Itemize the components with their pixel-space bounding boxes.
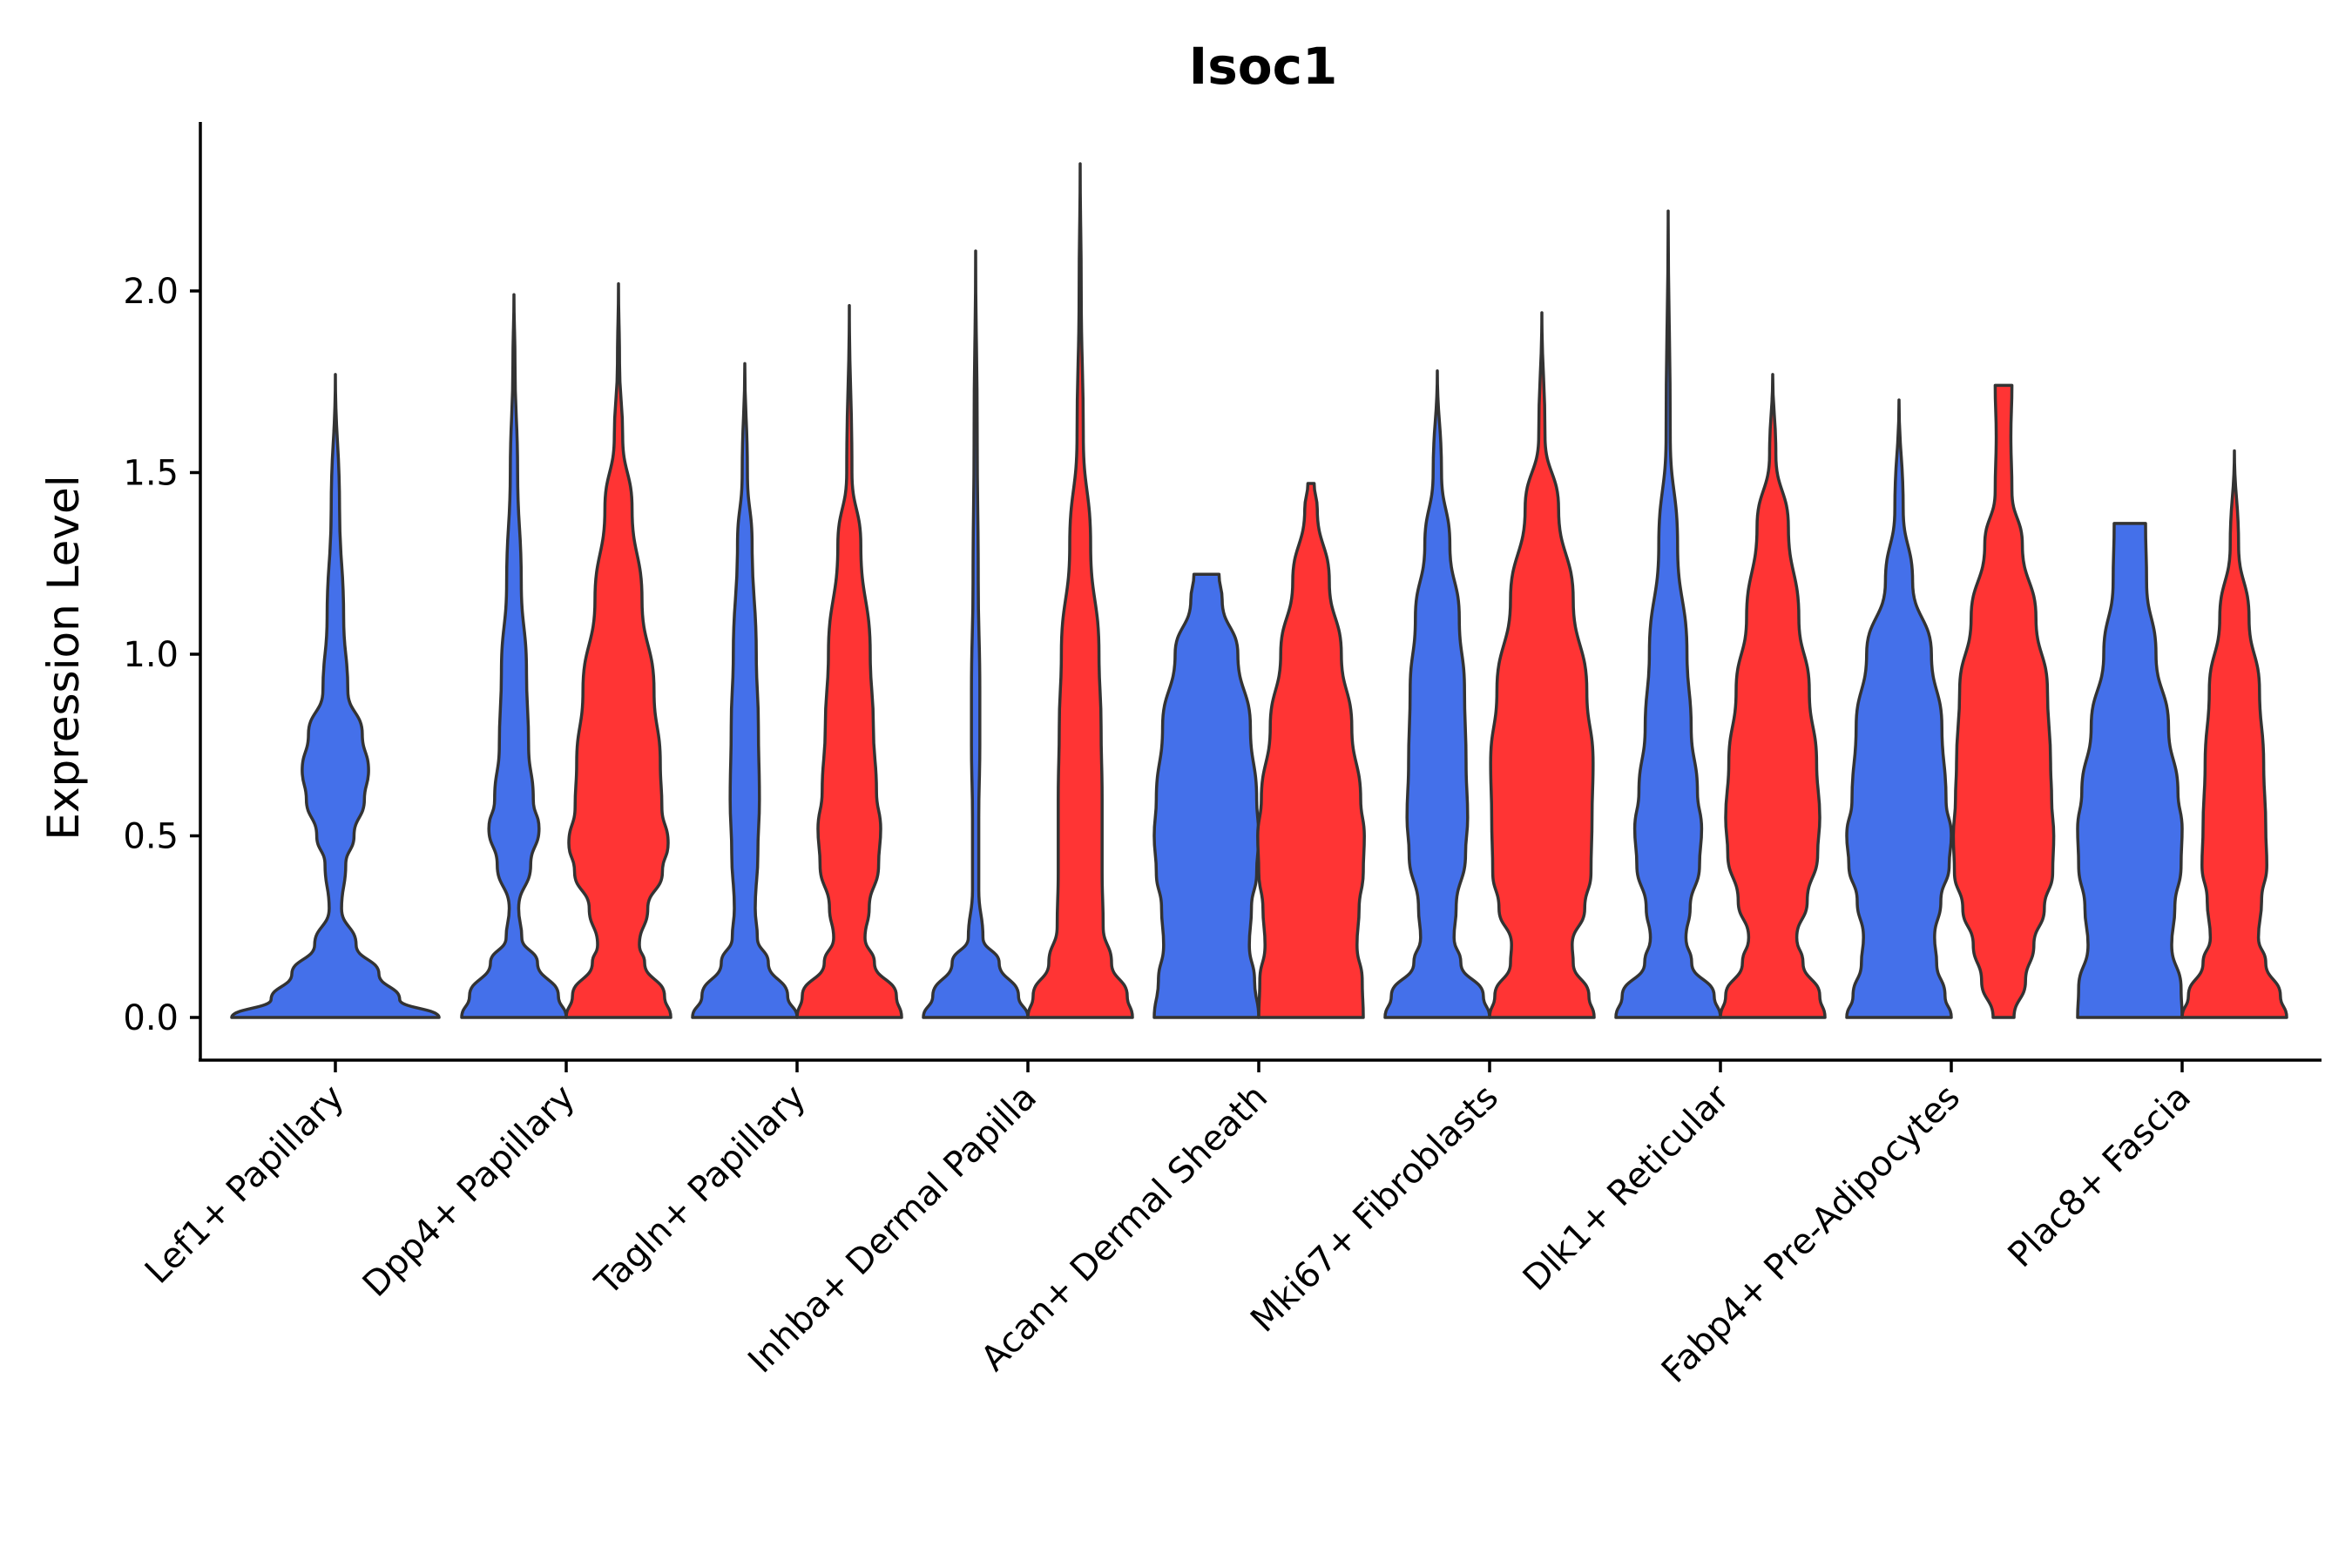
violin-red-cat-7 [1951, 383, 2056, 1019]
violin-red-cat-1 [564, 281, 672, 1019]
violin-red-cat-4 [1256, 482, 1366, 1019]
violin-blue-cat-4 [1152, 572, 1260, 1019]
x-tick-label: Lef1+ Papillary [138, 1078, 352, 1292]
violin-blue-cat-8 [2076, 522, 2184, 1019]
violin-blue-cat-6 [1614, 209, 1722, 1019]
violin-red-cat-5 [1488, 311, 1596, 1019]
x-tick-label: Mki67+ Fibroblasts [1243, 1078, 1506, 1341]
violin-blue-cat-3 [922, 249, 1030, 1019]
x-axis-ticks: Lef1+ Papillary Dpp4+ Papillary Tagln+ Pap… [138, 1060, 2199, 1391]
violin-red-cat-6 [1719, 373, 1827, 1019]
violin-red-cat-8 [2180, 449, 2288, 1019]
y-axis-ticks: 0.0 0.5 1.0 1.5 2.0 [123, 272, 200, 1038]
y-tick-label: 2.0 [123, 272, 179, 312]
violins-group [230, 162, 2288, 1019]
chart-title: Isoc1 [1189, 37, 1338, 96]
x-tick-label: Dlk1+ Reticular [1516, 1077, 1738, 1299]
y-tick-label: 1.5 [123, 454, 179, 494]
violin-red-cat-2 [795, 303, 903, 1019]
y-tick-label: 0.0 [123, 998, 179, 1038]
violin-red-cat-3 [1026, 162, 1134, 1019]
violin-blue-cat-2 [691, 362, 799, 1019]
violin-blue-cat-7 [1845, 398, 1953, 1019]
y-tick-label: 0.5 [123, 817, 179, 857]
y-axis-label: Expression Level [38, 475, 89, 840]
x-tick-label: Plac8+ Fascia [2001, 1078, 2200, 1276]
violin-blue-cat-0 [230, 373, 441, 1019]
violin-blue-cat-1 [460, 293, 568, 1019]
violin-blue-cat-5 [1383, 368, 1491, 1019]
x-tick-label: Dpp4+ Papillary [355, 1078, 583, 1305]
y-tick-label: 1.0 [123, 635, 179, 675]
x-tick-label: Tagln+ Papillary [587, 1078, 814, 1304]
